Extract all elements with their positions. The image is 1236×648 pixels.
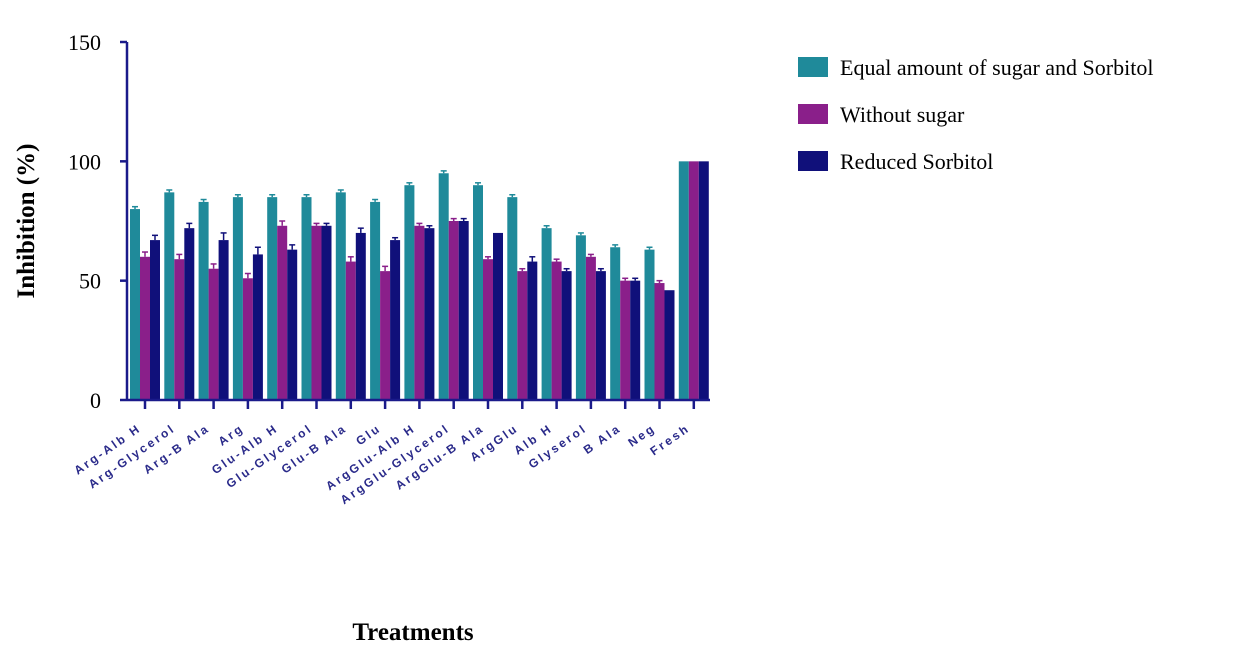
bar: [311, 225, 322, 400]
bar: [561, 271, 572, 400]
bar: [630, 280, 641, 400]
bar: [321, 225, 332, 400]
legend-swatch: [798, 104, 828, 124]
y-tick-label: 150: [68, 30, 101, 55]
bar: [438, 173, 449, 400]
bar: [198, 201, 209, 400]
bar: [242, 278, 253, 400]
bar: [688, 161, 699, 400]
bar: [232, 197, 243, 400]
axes-group: 0 50 100 150: [68, 30, 710, 413]
bar: [345, 261, 356, 400]
x-axis-title: Treatments: [352, 619, 474, 646]
bar: [335, 192, 346, 400]
bar: [404, 185, 415, 400]
bar: [610, 247, 621, 400]
bar: [267, 197, 278, 400]
bar: [150, 240, 160, 400]
bar: [644, 249, 655, 400]
bar: [595, 271, 606, 400]
bar: [493, 232, 503, 400]
bar: [424, 228, 435, 400]
legend-swatch: [798, 57, 828, 77]
bars-group: [130, 161, 709, 400]
bar: [130, 209, 140, 400]
legend-label: Reduced Sorbitol: [840, 149, 993, 174]
bar: [208, 268, 219, 400]
error-bars-group: [132, 170, 663, 284]
bar: [448, 221, 459, 400]
bar: [698, 161, 709, 400]
bar: [575, 235, 586, 400]
bar: [174, 259, 185, 400]
bar: [414, 225, 425, 400]
bar: [287, 249, 298, 400]
bar: [390, 240, 401, 400]
bar: [473, 185, 483, 400]
bar: [370, 201, 381, 400]
bar: [277, 225, 288, 400]
y-tick-label: 50: [79, 269, 101, 294]
bar: [654, 283, 665, 400]
bar: [252, 254, 263, 400]
bar: [585, 256, 596, 400]
y-axis-title: Inhibition (%): [13, 144, 40, 299]
legend-swatch: [798, 151, 828, 171]
bar: [517, 271, 528, 400]
bar: [541, 228, 552, 400]
bar: [184, 228, 195, 400]
bar: [164, 192, 175, 400]
bar: [140, 256, 150, 400]
legend: Equal amount of sugar and Sorbitol Withou…: [798, 55, 1153, 174]
bar: [355, 232, 366, 400]
legend-label: Equal amount of sugar and Sorbitol: [840, 55, 1153, 80]
bar: [380, 271, 391, 400]
y-tick-label: 100: [68, 149, 101, 174]
bar: [507, 197, 518, 400]
bar: [458, 221, 469, 400]
legend-label: Without sugar: [840, 102, 965, 127]
bar: [620, 280, 631, 400]
bar: [218, 240, 229, 400]
bar: [678, 161, 689, 400]
bar: [664, 290, 675, 400]
bar: [301, 197, 312, 400]
y-tick-label: 0: [90, 388, 101, 413]
bar: [527, 261, 538, 400]
bar: [551, 261, 562, 400]
bar: [483, 259, 493, 400]
